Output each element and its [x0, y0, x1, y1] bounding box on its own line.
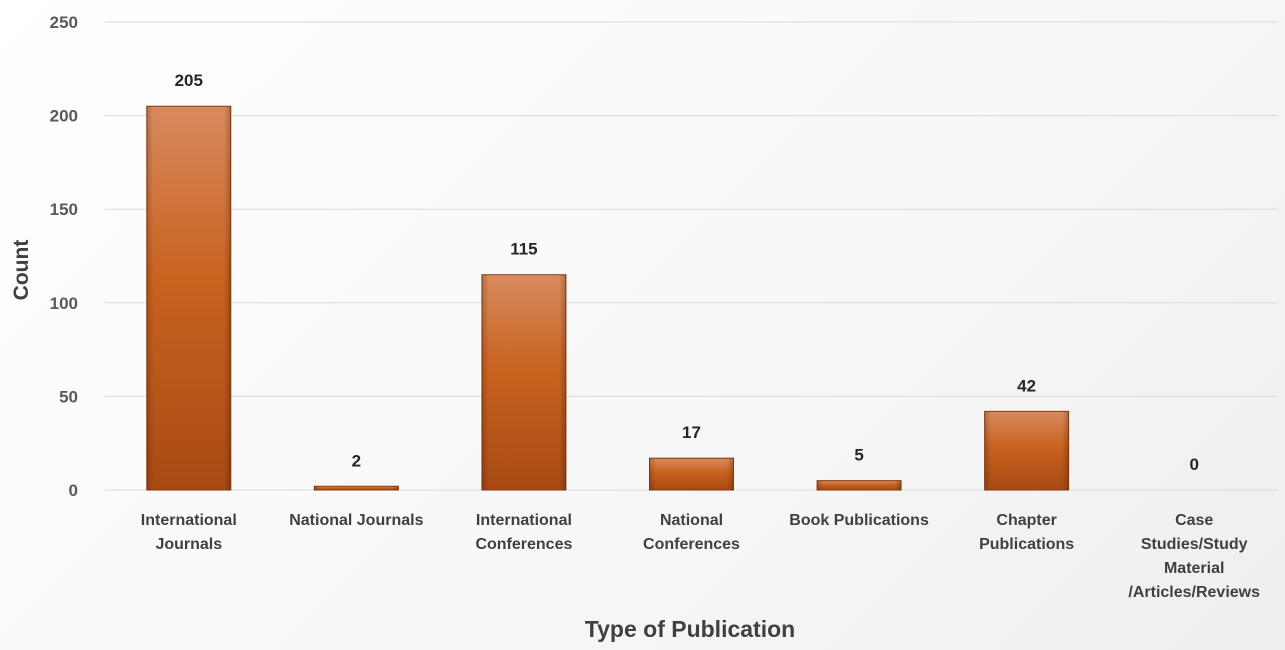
- data-labels: 205 2 115 17 5 42 0: [175, 71, 1199, 474]
- y-tick-label: 100: [50, 294, 78, 313]
- data-label: 2: [352, 451, 361, 470]
- x-tick-label: Case Studies/Study Material/Articles/Revie…: [1128, 512, 1260, 601]
- data-label: 17: [682, 423, 701, 442]
- bar-shade: [481, 274, 566, 490]
- y-tick-label: 50: [59, 387, 78, 406]
- y-tick-label: 150: [50, 200, 78, 219]
- data-label: 5: [854, 446, 863, 465]
- bar-shade: [146, 106, 231, 491]
- y-tick-label: 200: [50, 107, 78, 126]
- x-tick-label: Book Publications: [789, 512, 929, 529]
- data-label: 42: [1017, 376, 1036, 395]
- bar-shade: [817, 480, 902, 490]
- x-tick-label: International Journals: [141, 512, 237, 553]
- bar-shade: [984, 411, 1069, 490]
- x-tick-label: National Conferences: [643, 512, 740, 553]
- x-tick-label: International Conferences: [475, 512, 572, 553]
- y-tick-label: 250: [50, 13, 78, 32]
- bar-shade: [314, 486, 399, 490]
- data-label: 0: [1189, 455, 1198, 474]
- bars: [146, 105, 1070, 491]
- gridlines: [105, 21, 1278, 491]
- y-tick-label: 0: [69, 481, 78, 500]
- x-axis-categories: International Journals National Journals In…: [141, 512, 1260, 601]
- bar-shade: [649, 458, 734, 490]
- y-axis-ticks: 0 50 100 150 200 250: [50, 13, 78, 500]
- data-label: 115: [510, 240, 537, 259]
- y-axis-title: Count: [10, 240, 33, 301]
- x-axis-title: Type of Publication: [585, 616, 795, 642]
- data-label: 205: [175, 71, 203, 90]
- x-tick-label: National Journals: [289, 512, 423, 529]
- x-tick-label: Chapter Publications: [979, 512, 1074, 553]
